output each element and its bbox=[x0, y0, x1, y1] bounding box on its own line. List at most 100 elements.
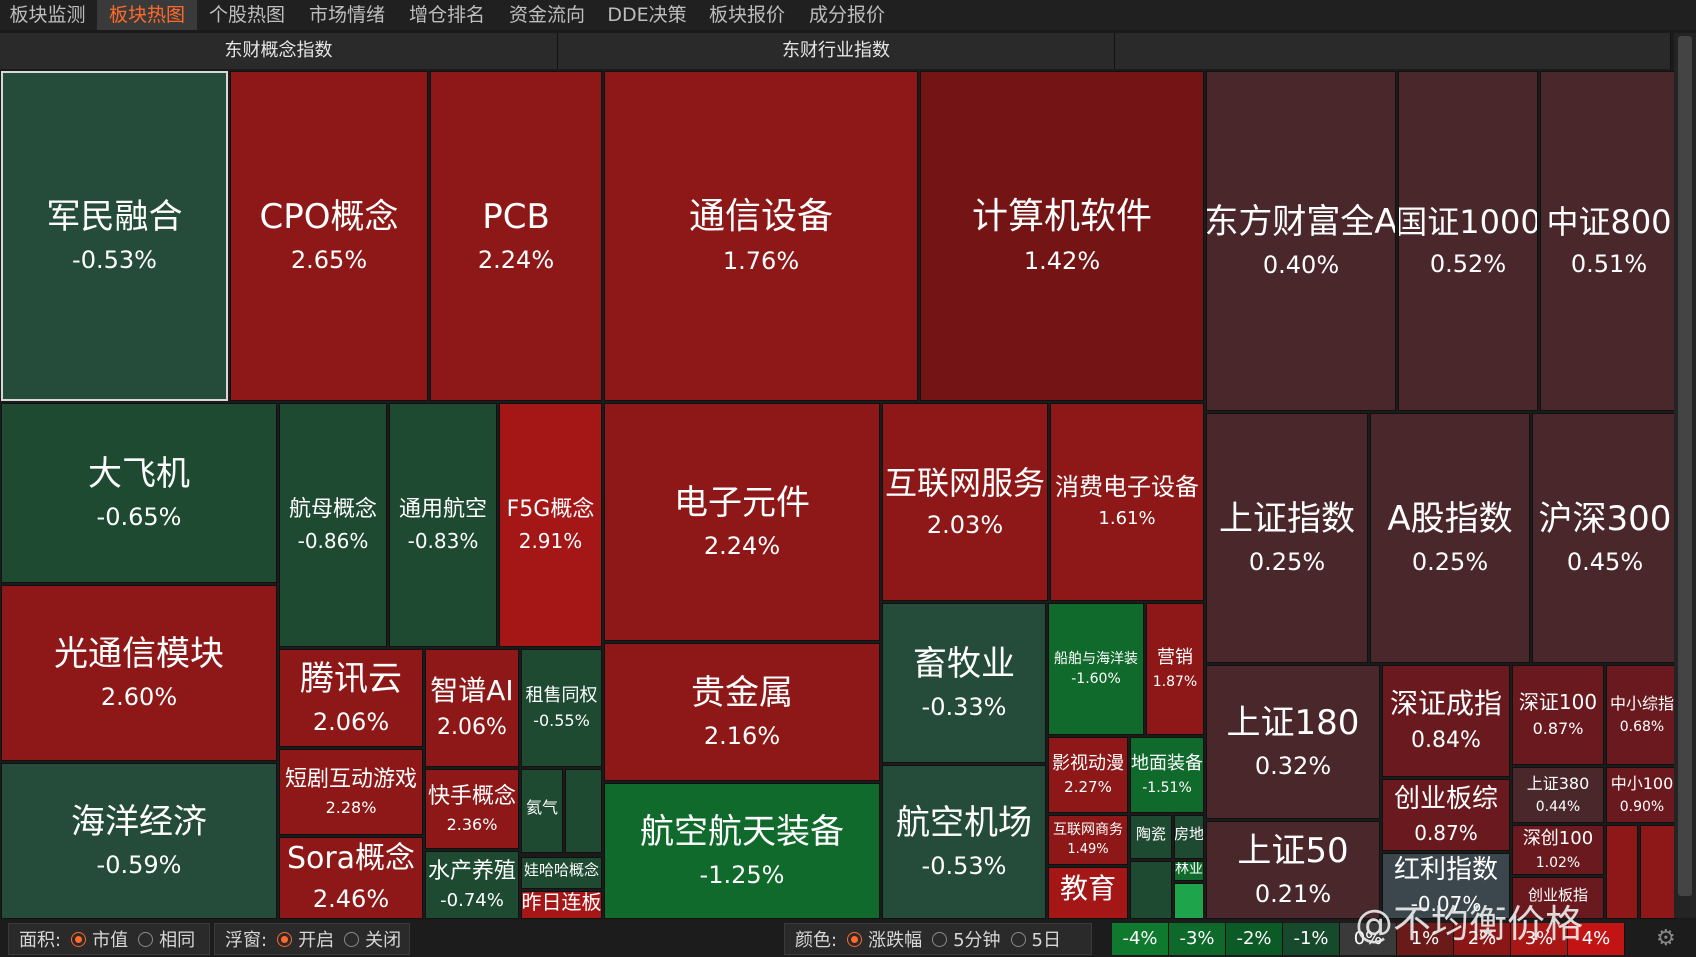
sector-change-pct: 2.65% bbox=[290, 245, 368, 274]
sector-tile[interactable]: 上证50 0.21% bbox=[1206, 821, 1380, 919]
color-change-label[interactable]: 涨跌幅 bbox=[868, 930, 923, 951]
sector-tile[interactable]: 营销 1.87% bbox=[1146, 603, 1204, 735]
legend-swatch: 1% bbox=[1397, 923, 1454, 955]
sector-name: 陶瓷 bbox=[1135, 824, 1166, 843]
sector-tile[interactable]: 中小综指 0.68% bbox=[1606, 665, 1678, 765]
sector-tile[interactable]: 通用航空 -0.83% bbox=[389, 403, 497, 647]
sector-tile[interactable]: 租售同权 -0.55% bbox=[521, 649, 602, 767]
sector-change-pct: 0.40% bbox=[1262, 250, 1340, 279]
sector-tile[interactable]: 快手概念 2.36% bbox=[425, 769, 519, 849]
sector-tile[interactable]: 上证指数 0.25% bbox=[1206, 413, 1368, 663]
vertical-scrollbar[interactable] bbox=[1674, 33, 1696, 918]
sector-change-pct: 0.90% bbox=[1619, 798, 1665, 815]
sector-tile[interactable]: 红利指数 -0.07% bbox=[1382, 853, 1510, 919]
sector-tile[interactable]: 陶瓷 bbox=[1130, 815, 1172, 859]
sector-tile[interactable]: 船舶与海洋装 -1.60% bbox=[1048, 603, 1144, 735]
tab-5[interactable]: 资金流向 bbox=[508, 4, 585, 26]
sector-change-pct: 1.76% bbox=[722, 247, 800, 276]
sector-tile[interactable] bbox=[1606, 825, 1638, 919]
sector-tile[interactable]: 智谱AI 2.06% bbox=[425, 649, 519, 767]
sector-change-pct: 2.91% bbox=[518, 528, 583, 553]
sector-change-pct: 2.28% bbox=[325, 797, 377, 817]
tab-3[interactable]: 市场情绪 bbox=[308, 4, 385, 26]
sector-name: PCB bbox=[482, 196, 550, 237]
area-equal-radio[interactable] bbox=[138, 931, 154, 947]
tab-4[interactable]: 增仓排名 bbox=[408, 4, 485, 26]
sector-tile[interactable]: 沪深300 0.45% bbox=[1532, 413, 1678, 663]
sector-tile[interactable]: 昨日连板 bbox=[521, 891, 602, 919]
area-equal-label[interactable]: 相同 bbox=[159, 930, 196, 951]
sector-tile[interactable]: 水产养殖 -0.74% bbox=[425, 851, 519, 919]
sector-tile[interactable]: 消费电子设备 1.61% bbox=[1050, 403, 1204, 601]
sector-tile[interactable] bbox=[1174, 883, 1204, 919]
sector-tile[interactable]: 地面装备 -1.51% bbox=[1130, 737, 1204, 813]
tab-0[interactable]: 板块监测 bbox=[9, 4, 86, 26]
sector-tile[interactable]: 大飞机 -0.65% bbox=[1, 403, 277, 583]
sector-tile[interactable]: 互联网服务 2.03% bbox=[882, 403, 1048, 601]
sector-tile[interactable]: 互联网商务 1.49% bbox=[1048, 815, 1128, 865]
tab-6[interactable]: DDE决策 bbox=[607, 4, 687, 26]
sector-tile[interactable]: 创业板综 0.87% bbox=[1382, 779, 1510, 851]
sector-tile[interactable]: 军民融合 -0.53% bbox=[1, 71, 228, 401]
sector-tile[interactable]: 畜牧业 -0.33% bbox=[882, 603, 1046, 763]
scrollbar-thumb[interactable] bbox=[1678, 36, 1692, 896]
sector-tile[interactable]: 航空机场 -0.53% bbox=[882, 765, 1046, 919]
area-market-cap-radio[interactable] bbox=[71, 931, 87, 947]
sector-tile[interactable]: 深证成指 0.84% bbox=[1382, 665, 1510, 777]
sector-tile[interactable]: 短剧互动游戏 2.28% bbox=[279, 749, 423, 835]
color-5min-label[interactable]: 5分钟 bbox=[953, 930, 1001, 951]
sector-change-pct: 0.84% bbox=[1411, 728, 1481, 754]
sector-tile[interactable]: 林业 bbox=[1174, 861, 1204, 881]
sector-tile[interactable]: CPO概念 2.65% bbox=[230, 71, 428, 401]
sector-tile[interactable]: 房地 bbox=[1174, 815, 1204, 859]
sector-tile[interactable]: 腾讯云 2.06% bbox=[279, 649, 423, 747]
float-off-label[interactable]: 关闭 bbox=[365, 930, 402, 951]
color-change-radio[interactable] bbox=[847, 931, 863, 947]
sector-tile[interactable]: 通信设备 1.76% bbox=[604, 71, 918, 401]
sector-tile[interactable] bbox=[1640, 825, 1678, 919]
sector-tile[interactable]: 航空航天装备 -1.25% bbox=[604, 783, 880, 919]
sector-tile[interactable]: 影视动漫 2.27% bbox=[1048, 737, 1128, 813]
settings-gear-icon[interactable]: ⚙ bbox=[1656, 926, 1676, 951]
float-on-label[interactable]: 开启 bbox=[298, 930, 335, 951]
sector-tile[interactable]: PCB 2.24% bbox=[430, 71, 602, 401]
sector-change-pct: -0.53% bbox=[72, 245, 157, 274]
tab-7[interactable]: 板块报价 bbox=[708, 4, 785, 26]
sector-tile[interactable]: 上证180 0.32% bbox=[1206, 665, 1380, 819]
color-5day-label[interactable]: 5日 bbox=[1031, 930, 1061, 951]
sector-tile[interactable]: 氦气 bbox=[521, 769, 563, 853]
sector-tile[interactable]: 光通信模块 2.60% bbox=[1, 585, 277, 761]
sector-tile[interactable] bbox=[1130, 861, 1172, 919]
tab-2[interactable]: 个股热图 bbox=[208, 4, 285, 26]
float-on-radio[interactable] bbox=[277, 931, 293, 947]
sector-tile[interactable]: 电子元件 2.24% bbox=[604, 403, 880, 641]
tab-8[interactable]: 成分报价 bbox=[808, 4, 885, 26]
sector-tile[interactable]: 东方财富全A 0.40% bbox=[1206, 71, 1396, 411]
sector-tile[interactable]: 国证1000 0.52% bbox=[1398, 71, 1538, 411]
sector-tile[interactable]: 计算机软件 1.42% bbox=[920, 71, 1204, 401]
sector-tile[interactable]: Sora概念 2.46% bbox=[279, 837, 423, 919]
sector-tile[interactable]: 教育 bbox=[1048, 867, 1128, 919]
float-off-radio[interactable] bbox=[344, 931, 360, 947]
sector-tile[interactable]: 创业板指 bbox=[1512, 877, 1604, 919]
sector-tile[interactable]: 海洋经济 -0.59% bbox=[1, 763, 277, 919]
color-5day-radio[interactable] bbox=[1010, 931, 1026, 947]
sector-tile[interactable]: F5G概念 2.91% bbox=[499, 403, 602, 647]
sector-change-pct: -1.25% bbox=[699, 860, 785, 889]
sector-name: 海洋经济 bbox=[71, 801, 207, 842]
sector-tile[interactable]: 航母概念 -0.86% bbox=[279, 403, 387, 647]
sector-tile[interactable]: A股指数 0.25% bbox=[1370, 413, 1530, 663]
sector-tile[interactable]: 深证100 0.87% bbox=[1512, 665, 1604, 765]
area-market-cap-label[interactable]: 市值 bbox=[92, 930, 129, 951]
sector-tile[interactable]: 深创100 1.02% bbox=[1512, 825, 1604, 875]
sector-tile[interactable]: 中证800 0.51% bbox=[1540, 71, 1678, 411]
sector-tile[interactable]: 上证380 0.44% bbox=[1512, 767, 1604, 823]
sector-change-pct: -0.59% bbox=[96, 850, 182, 879]
sector-name: 水产养殖 bbox=[427, 858, 516, 884]
sector-tile[interactable]: 中小100 0.90% bbox=[1606, 767, 1678, 823]
color-5min-radio[interactable] bbox=[932, 931, 948, 947]
sector-tile[interactable]: 贵金属 2.16% bbox=[604, 643, 880, 781]
tab-1[interactable]: 板块热图 bbox=[97, 0, 197, 30]
sector-tile[interactable]: 娃哈哈概念 bbox=[521, 857, 602, 889]
sector-tile[interactable] bbox=[565, 769, 602, 853]
